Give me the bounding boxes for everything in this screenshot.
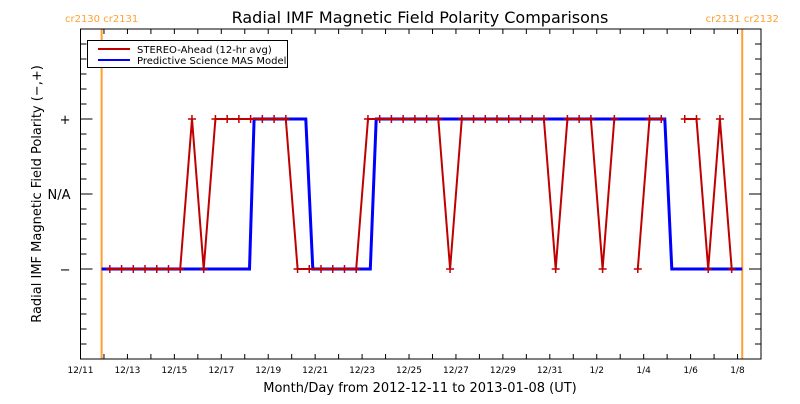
data-point-marker xyxy=(610,115,619,123)
series-line xyxy=(684,118,733,270)
plot-frame xyxy=(80,28,762,360)
x-tick-label: 12/25 xyxy=(396,366,422,376)
data-point-marker xyxy=(434,115,443,123)
data-point-marker xyxy=(680,115,689,123)
x-tick-label: 12/15 xyxy=(161,366,187,376)
data-point-marker xyxy=(152,265,161,273)
data-point-marker xyxy=(317,265,326,273)
series-group xyxy=(101,115,743,273)
data-point-marker xyxy=(469,115,478,123)
data-point-marker xyxy=(164,265,173,273)
data-point-marker xyxy=(340,265,349,273)
data-point-marker xyxy=(446,265,455,273)
data-point-marker xyxy=(246,115,255,123)
data-point-marker xyxy=(234,115,243,123)
x-axis-label: Month/Day from 2012-12-11 to 2013-01-08 … xyxy=(263,381,576,396)
x-tick-label: 12/13 xyxy=(114,366,140,376)
data-point-marker xyxy=(504,115,513,123)
data-point-marker xyxy=(539,115,548,123)
data-point-marker xyxy=(516,115,525,123)
data-point-marker xyxy=(586,115,595,123)
x-tick-label: 1/2 xyxy=(589,366,603,376)
axes: 12/11 12/13 12/15 12/17 12/19 12/21 12/23 12/25… xyxy=(48,28,762,376)
legend-label-model: Predictive Science MAS Model xyxy=(137,56,286,67)
data-point-marker xyxy=(199,265,208,273)
data-point-marker xyxy=(645,115,654,123)
y-tick-label: N/A xyxy=(48,188,71,203)
data-point-marker xyxy=(328,265,337,273)
data-point-marker xyxy=(258,115,267,123)
data-point-marker xyxy=(363,115,372,123)
data-point-marker xyxy=(187,115,196,123)
data-point-marker xyxy=(692,115,701,123)
data-point-marker xyxy=(715,115,724,123)
y-tick-label: + xyxy=(60,113,71,128)
x-tick-label: 12/29 xyxy=(490,366,516,376)
data-point-marker xyxy=(563,115,572,123)
data-point-marker xyxy=(387,115,396,123)
legend-label-stereo: STEREO-Ahead (12-hr avg) xyxy=(137,45,272,56)
data-point-marker xyxy=(704,265,713,273)
series-line xyxy=(636,118,662,270)
data-point-marker xyxy=(211,115,220,123)
data-point-marker xyxy=(117,265,126,273)
data-point-marker xyxy=(293,265,302,273)
x-tick-label: 1/4 xyxy=(636,366,651,376)
data-point-marker xyxy=(633,265,642,273)
x-tick-label: 12/19 xyxy=(255,366,281,376)
series-line xyxy=(109,118,616,270)
data-point-marker xyxy=(422,115,431,123)
data-point-marker xyxy=(457,115,466,123)
data-point-marker xyxy=(352,265,361,273)
x-tick-label: 12/17 xyxy=(208,366,234,376)
data-point-marker xyxy=(727,265,736,273)
x-tick-label: 12/23 xyxy=(349,366,375,376)
y-tick-label: − xyxy=(60,263,71,278)
x-tick-label: 12/31 xyxy=(537,366,563,376)
series-stereo-ahead xyxy=(105,115,736,273)
data-point-marker xyxy=(281,115,290,123)
data-point-marker xyxy=(270,115,279,123)
data-point-marker xyxy=(375,115,384,123)
data-point-marker xyxy=(141,265,150,273)
x-tick-label: 12/21 xyxy=(302,366,328,376)
carrington-label: cr2130 cr2131 xyxy=(65,14,138,25)
chart-title: Radial IMF Magnetic Field Polarity Compa… xyxy=(232,8,609,27)
legend: STEREO-Ahead (12-hr avg) Predictive Scie… xyxy=(87,40,288,68)
data-point-marker xyxy=(575,115,584,123)
x-tick-label: 1/6 xyxy=(683,366,698,376)
data-point-marker xyxy=(305,265,314,273)
data-point-marker xyxy=(598,265,607,273)
data-point-marker xyxy=(410,115,419,123)
data-point-marker xyxy=(176,265,185,273)
data-point-marker xyxy=(657,115,666,123)
data-point-marker xyxy=(551,265,560,273)
y-axis-label: Radial IMF Magnetic Field Polarity (−,+) xyxy=(30,65,45,323)
data-point-marker xyxy=(528,115,537,123)
carrington-label: cr2131 cr2132 xyxy=(706,14,779,25)
data-point-marker xyxy=(481,115,490,123)
x-tick-label: 12/27 xyxy=(443,366,469,376)
data-point-marker xyxy=(105,265,114,273)
data-point-marker xyxy=(493,115,502,123)
x-tick-label: 12/11 xyxy=(68,366,94,376)
legend-box xyxy=(87,40,288,68)
carrington-markers: cr2130 cr2131 cr2131 cr2132 xyxy=(65,14,779,359)
x-tick-label: 1/8 xyxy=(730,366,745,376)
data-point-marker xyxy=(223,115,232,123)
data-point-marker xyxy=(399,115,408,123)
data-point-marker xyxy=(129,265,138,273)
